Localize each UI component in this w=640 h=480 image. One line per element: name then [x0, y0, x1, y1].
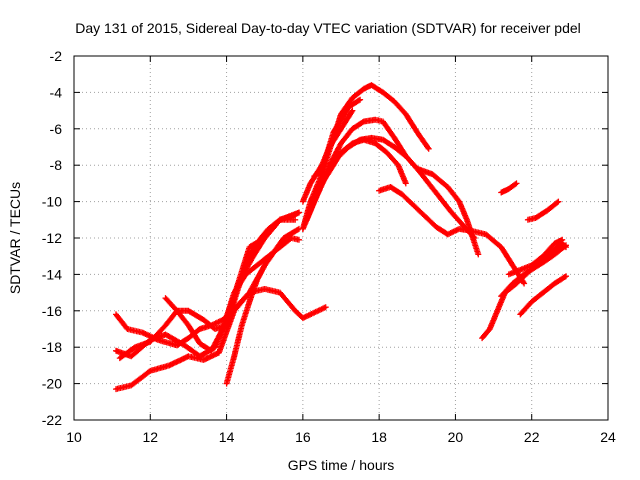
y-tick-label: -4	[50, 84, 63, 100]
series-markers	[498, 242, 569, 300]
x-tick-label: 14	[219, 429, 235, 445]
y-tick-label: -22	[42, 412, 62, 428]
y-tick-label: -12	[42, 230, 62, 246]
x-tick-label: 12	[142, 429, 158, 445]
series-arc-13	[311, 96, 364, 180]
series-arc-7	[223, 209, 302, 329]
series-markers	[223, 209, 302, 329]
x-tick-label: 22	[524, 429, 540, 445]
series-arc-19	[498, 180, 520, 196]
y-tick-label: -14	[42, 266, 62, 282]
x-axis-label: GPS time / hours	[288, 457, 395, 473]
x-tick-label: 24	[600, 429, 616, 445]
data-series	[113, 82, 569, 393]
series-arc-20	[524, 198, 562, 223]
series-markers	[376, 184, 528, 287]
chart-title: Day 131 of 2015, Sidereal Day-to-day VTE…	[75, 20, 581, 36]
series-arc-11	[307, 136, 409, 205]
series-arc-14	[376, 184, 528, 287]
x-tick-label: 20	[448, 429, 464, 445]
series-arc-18	[505, 236, 566, 278]
x-tick-label: 10	[66, 429, 82, 445]
series-markers	[517, 273, 569, 318]
series-arc-17	[517, 273, 569, 318]
series-markers	[311, 96, 364, 180]
x-tick-label: 18	[371, 429, 387, 445]
axis-ticks: 10 12 14 16 18 20 22 24 -22 -20 -18 -16 -14 -12 -10 -8 -…	[42, 48, 616, 445]
y-tick-label: -10	[42, 194, 62, 210]
series-arc-6	[223, 262, 268, 387]
series-markers	[524, 198, 562, 223]
series-markers	[307, 136, 409, 205]
x-tick-label: 16	[295, 429, 311, 445]
y-axis-label: SDTVAR / TECUs	[7, 182, 23, 294]
y-tick-label: -16	[42, 303, 62, 319]
y-tick-label: -6	[50, 121, 63, 137]
series-markers	[505, 236, 566, 278]
series-markers	[223, 262, 268, 387]
y-tick-label: -18	[42, 339, 62, 355]
y-tick-label: -20	[42, 376, 62, 392]
series-arc-16	[498, 242, 569, 300]
y-tick-label: -8	[50, 157, 63, 173]
y-tick-label: -2	[50, 48, 63, 64]
series-markers	[498, 180, 520, 196]
